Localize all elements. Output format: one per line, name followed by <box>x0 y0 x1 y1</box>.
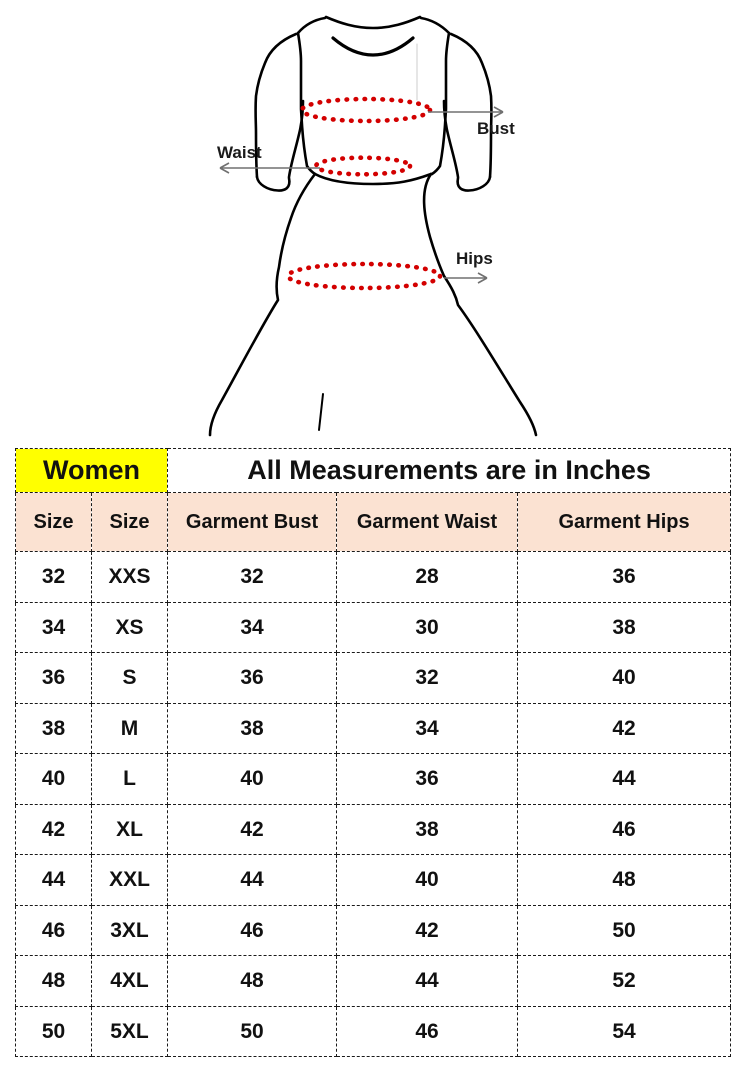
svg-text:Bust: Bust <box>477 119 515 138</box>
svg-text:Hips: Hips <box>456 249 493 268</box>
svg-text:Waist: Waist <box>217 143 262 162</box>
